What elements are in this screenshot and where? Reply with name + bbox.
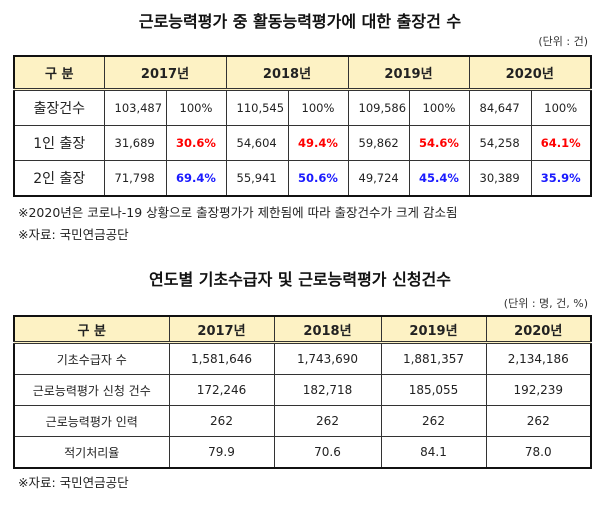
table2-unit: (단위 : 명, 건, %)	[503, 297, 588, 310]
header-2017: 2017년	[103, 55, 227, 91]
count-cell: 109,586	[347, 89, 410, 126]
percent-cell: 100%	[287, 89, 349, 126]
value-cell: 70.6	[273, 436, 382, 469]
table1-title: 근로능력평가 중 활동능력평가에 대한 출장건 수	[138, 12, 462, 31]
count-cell: 54,258	[468, 125, 532, 161]
value-cell: 78.0	[485, 436, 592, 469]
row-label: 적기처리율	[13, 436, 170, 469]
value-cell: 1,743,690	[273, 342, 382, 375]
row-label: 2인 출장	[13, 160, 105, 197]
value-cell: 1,581,646	[168, 342, 275, 375]
value-cell: 2,134,186	[485, 342, 592, 375]
header-2018: 2018년	[273, 315, 382, 344]
value-cell: 262	[485, 405, 592, 437]
table-row: 근로능력평가 신청 건수 172,246 182,718 185,055 192…	[13, 374, 592, 406]
recipients-table: 구 분 2017년 2018년 2019년 2020년 기초수급자 수 1,58…	[13, 315, 592, 469]
header-row: 구 분 2017년 2018년 2019년 2020년	[13, 315, 592, 344]
count-cell: 71,798	[103, 160, 167, 197]
percent-cell: 69.4%	[165, 160, 227, 197]
value-cell: 1,881,357	[380, 342, 487, 375]
table2-source: ※자료: 국민연금공단	[18, 475, 129, 490]
header-row: 구 분 2017년 2018년 2019년 2020년	[13, 55, 592, 91]
value-cell: 192,239	[485, 374, 592, 406]
percent-cell: 30.6%	[165, 125, 227, 161]
table-row: 기초수급자 수 1,581,646 1,743,690 1,881,357 2,…	[13, 342, 592, 375]
table1-note: ※2020년은 코로나-19 상황으로 출장평가가 제한됨에 따라 출장건수가 …	[18, 205, 458, 220]
percent-cell: 49.4%	[287, 125, 349, 161]
value-cell: 262	[380, 405, 487, 437]
value-cell: 185,055	[380, 374, 487, 406]
count-cell: 31,689	[103, 125, 167, 161]
header-category: 구 분	[13, 55, 105, 91]
row-label: 1인 출장	[13, 125, 105, 161]
count-cell: 110,545	[225, 89, 289, 126]
header-category: 구 분	[13, 315, 170, 344]
header-2020: 2020년	[468, 55, 592, 91]
header-2017: 2017년	[168, 315, 275, 344]
value-cell: 182,718	[273, 374, 382, 406]
percent-cell: 100%	[530, 89, 592, 126]
count-cell: 84,647	[468, 89, 532, 126]
percent-cell: 64.1%	[530, 125, 592, 161]
percent-cell: 100%	[408, 89, 470, 126]
percent-cell: 54.6%	[408, 125, 470, 161]
percent-cell: 50.6%	[287, 160, 349, 197]
count-cell: 54,604	[225, 125, 289, 161]
table-row: 1인 출장 31,689 30.6% 54,604 49.4% 59,862 5…	[13, 125, 592, 161]
percent-cell: 35.9%	[530, 160, 592, 197]
table-row: 적기처리율 79.9 70.6 84.1 78.0	[13, 436, 592, 469]
table1-source: ※자료: 국민연금공단	[18, 227, 129, 242]
percent-cell: 45.4%	[408, 160, 470, 197]
header-2020: 2020년	[485, 315, 592, 344]
count-cell: 49,724	[347, 160, 410, 197]
table2-title: 연도별 기초수급자 및 근로능력평가 신청건수	[149, 270, 451, 289]
table-row: 2인 출장 71,798 69.4% 55,941 50.6% 49,724 4…	[13, 160, 592, 197]
value-cell: 262	[168, 405, 275, 437]
count-cell: 30,389	[468, 160, 532, 197]
value-cell: 84.1	[380, 436, 487, 469]
value-cell: 79.9	[168, 436, 275, 469]
header-2018: 2018년	[225, 55, 349, 91]
value-cell: 172,246	[168, 374, 275, 406]
table-row: 근로능력평가 인력 262 262 262 262	[13, 405, 592, 437]
count-cell: 103,487	[103, 89, 167, 126]
table1-unit: (단위 : 건)	[538, 35, 588, 48]
row-label: 기초수급자 수	[13, 342, 170, 375]
count-cell: 59,862	[347, 125, 410, 161]
table-row: 출장건수 103,487 100% 110,545 100% 109,586 1…	[13, 89, 592, 126]
business-trip-table: 구 분 2017년 2018년 2019년 2020년 출장건수 103,487…	[13, 55, 592, 197]
count-cell: 55,941	[225, 160, 289, 197]
row-label: 근로능력평가 신청 건수	[13, 374, 170, 406]
percent-cell: 100%	[165, 89, 227, 126]
row-label: 출장건수	[13, 89, 105, 126]
header-2019: 2019년	[380, 315, 487, 344]
value-cell: 262	[273, 405, 382, 437]
row-label: 근로능력평가 인력	[13, 405, 170, 437]
header-2019: 2019년	[347, 55, 470, 91]
